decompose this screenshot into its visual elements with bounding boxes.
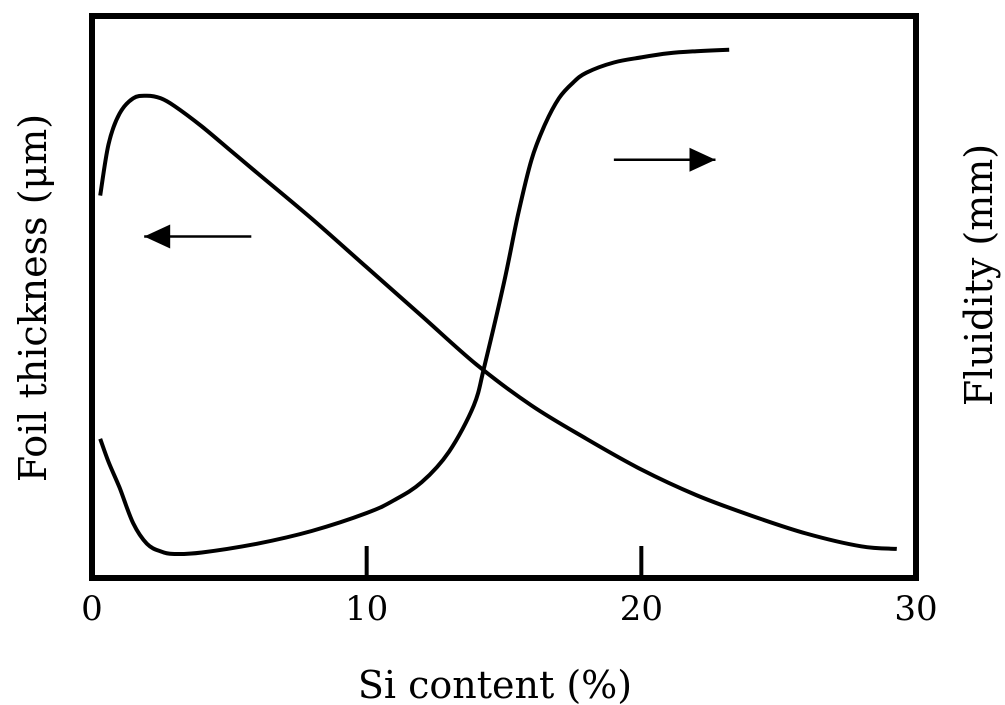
x-tick-label-20: 20 bbox=[620, 589, 663, 629]
x-tick-label-10: 10 bbox=[345, 589, 388, 629]
y-axis-title-right: Fluidity (mm) bbox=[957, 144, 1001, 406]
y-axis-title-left: Foil thickness (μm) bbox=[11, 114, 55, 482]
x-tick-label-0: 0 bbox=[81, 589, 103, 629]
annotation-arrows bbox=[144, 147, 716, 249]
x-ticks bbox=[364, 546, 644, 578]
plot-frame bbox=[89, 13, 919, 581]
arrow-head-left bbox=[144, 224, 171, 249]
series-line-right-axis bbox=[98, 47, 730, 557]
series-line-left-axis bbox=[98, 93, 897, 551]
x-tick-label-30: 30 bbox=[894, 589, 937, 629]
arrow-head-right bbox=[689, 147, 716, 172]
x-axis-title: Si content (%) bbox=[358, 663, 632, 705]
x-tick-labels: 0 10 20 30 bbox=[81, 589, 937, 629]
series-lines bbox=[98, 47, 897, 557]
